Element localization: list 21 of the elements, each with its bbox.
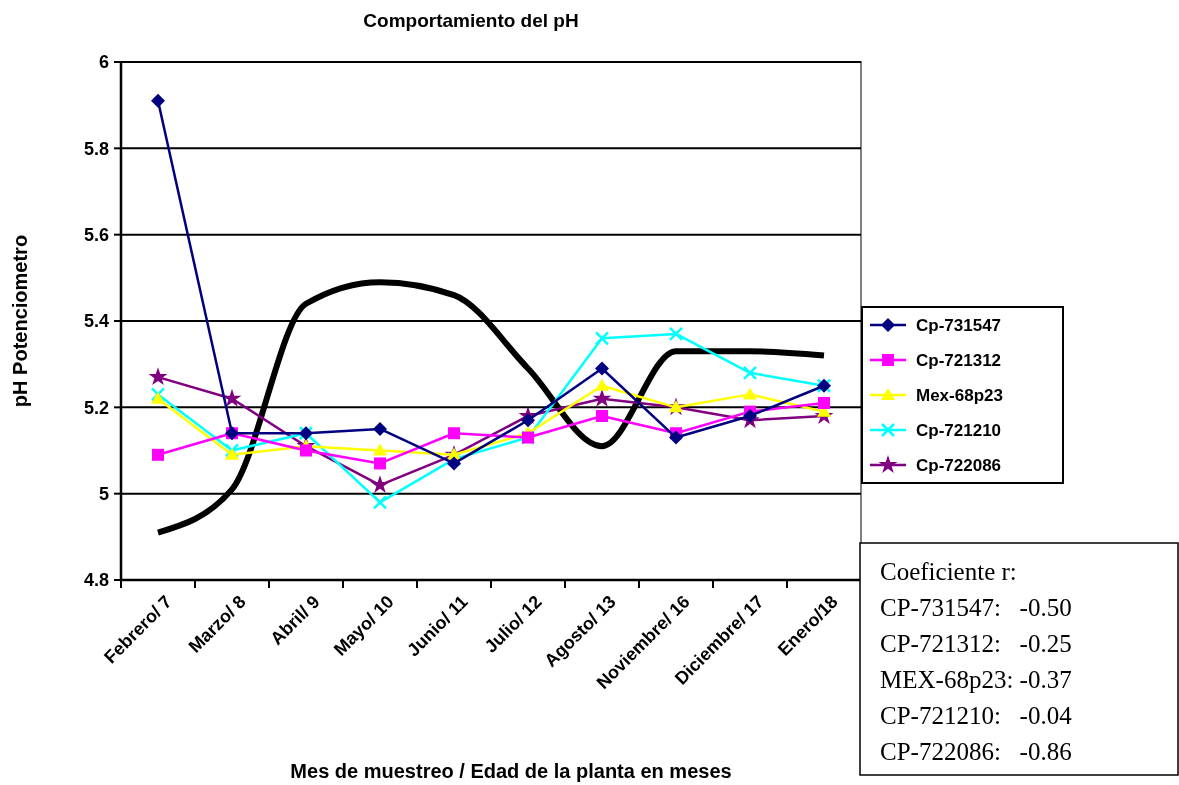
text: CP-731547: -0.50 bbox=[880, 594, 1072, 621]
y-tick-label: 5.4 bbox=[83, 311, 109, 332]
y-tick-label: 5.6 bbox=[83, 224, 109, 245]
text: CP-722086: -0.86 bbox=[880, 738, 1072, 765]
x-axis-title: Mes de muestreo / Edad de la planta en meses bbox=[290, 760, 732, 782]
legend-label: Cp-721312 bbox=[916, 350, 1002, 370]
legend-label: Mex-68p23 bbox=[916, 385, 1003, 405]
text: Coeficiente r: bbox=[880, 558, 1017, 585]
y-axis-title: pH Potenciometro bbox=[9, 234, 31, 408]
y-tick-label: 4.8 bbox=[83, 570, 109, 591]
legend-label: Cp-721210 bbox=[916, 420, 1002, 440]
text: MEX-68p23: -0.37 bbox=[880, 666, 1072, 693]
y-tick-label: 5.2 bbox=[83, 397, 109, 418]
text: CP-721210: -0.04 bbox=[880, 702, 1073, 729]
legend-label: Cp-722086 bbox=[916, 455, 1002, 475]
legend-label: Cp-731547 bbox=[916, 315, 1002, 335]
y-tick-label: 6 bbox=[98, 52, 109, 73]
text: CP-721312: -0.25 bbox=[880, 630, 1072, 657]
y-tick-label: 5.8 bbox=[83, 138, 109, 159]
chart-title: Comportamiento del pH bbox=[363, 10, 579, 31]
y-tick-label: 5 bbox=[98, 483, 109, 504]
